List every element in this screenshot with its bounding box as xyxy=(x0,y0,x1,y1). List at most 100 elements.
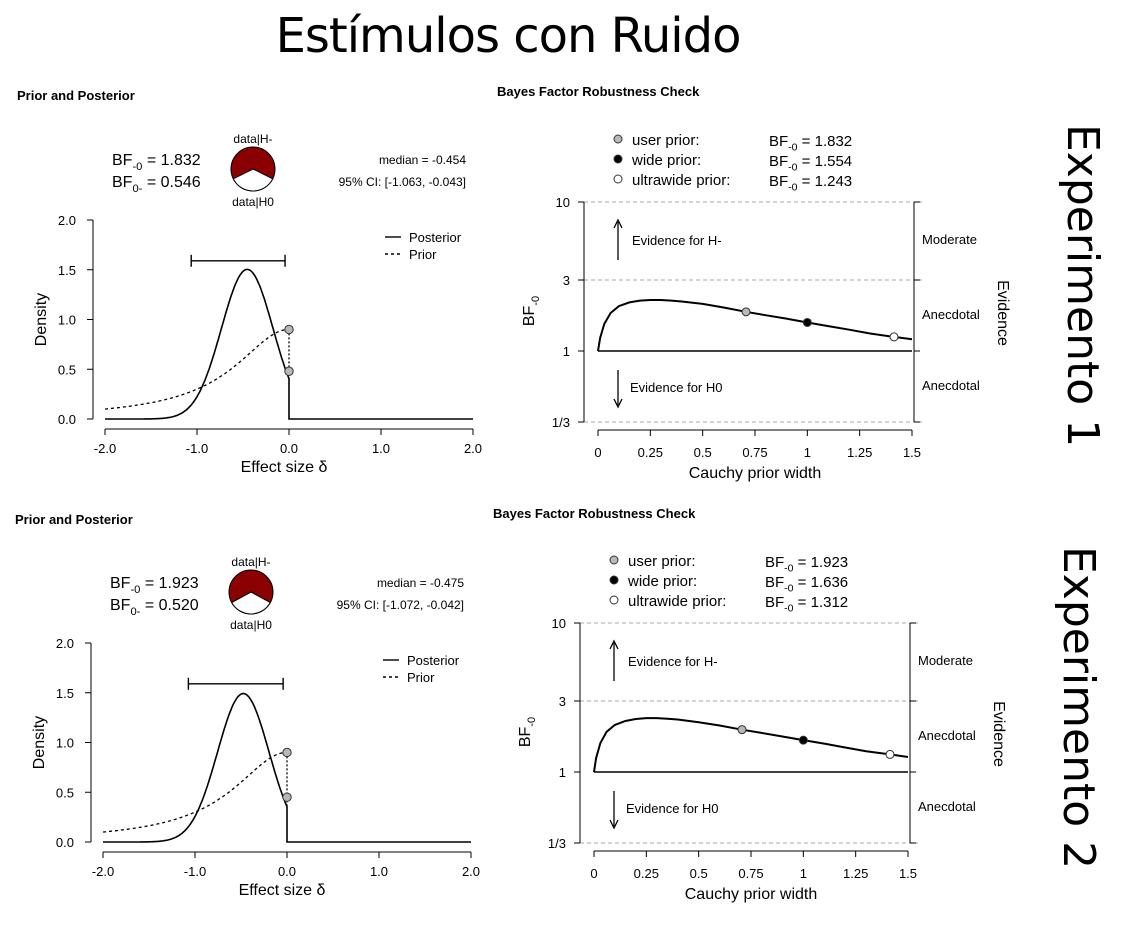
y-tick-label: 3 xyxy=(559,694,566,709)
legend-prior-name: user prior: xyxy=(632,132,700,149)
x-tick-label: 2.0 xyxy=(462,864,480,879)
x-tick-label: 0.0 xyxy=(280,441,298,456)
x-axis-label: Effect size δ xyxy=(239,882,326,899)
legend-prior-dot-1-1 xyxy=(613,154,623,164)
legend-prior-dot-2-0 xyxy=(609,555,619,565)
x-tick-label: -1.0 xyxy=(184,864,206,879)
x-axis-label: Cauchy prior width xyxy=(685,886,818,903)
legend-prior-bf: BF-0 = 1.243 xyxy=(769,173,852,194)
y-tick-label: 1.0 xyxy=(56,736,74,751)
x-tick-label: 0.5 xyxy=(690,866,708,881)
pie-bottom-label: data|H0 xyxy=(230,618,272,632)
legend-posterior-label: Posterior xyxy=(407,653,460,668)
legend-prior-bf: BF-0 = 1.636 xyxy=(765,574,848,595)
posterior-line-2 xyxy=(103,692,471,843)
legend-prior-dot-1-2 xyxy=(613,174,623,184)
evidence-for-h0-label: Evidence for H0 xyxy=(626,801,719,816)
y-tick-label: 1 xyxy=(563,344,570,359)
median-text: median = -0.454 xyxy=(379,153,466,167)
pie-top-label: data|H- xyxy=(231,555,270,569)
legend-prior-dot-2-1 xyxy=(609,575,619,585)
legend-prior-bf: BF-0 = 1.832 xyxy=(769,133,852,154)
y-tick-label: 1.5 xyxy=(56,686,74,701)
legend-prior-dot-2-2 xyxy=(609,595,619,605)
legend-prior-name: wide prior: xyxy=(631,152,701,169)
bf-minus-zero-text: BF-0 = 1.832 xyxy=(112,152,201,173)
bf-curve-2 xyxy=(593,717,909,773)
y-tick-label: 2.0 xyxy=(56,636,74,651)
x-axis-label: Effect size δ xyxy=(241,459,328,476)
robustness-title-1: Bayes Factor Robustness Check xyxy=(497,84,700,99)
x-tick-label: 0 xyxy=(590,866,597,881)
bf-point-2-0 xyxy=(737,725,747,735)
y-tick-label: 0.0 xyxy=(56,835,74,850)
x-tick-label: 0 xyxy=(594,445,601,460)
x-tick-label: 0.25 xyxy=(638,445,663,460)
legend-posterior-label: Posterior xyxy=(409,230,462,245)
robustness-title-2: Bayes Factor Robustness Check xyxy=(493,506,696,521)
prior-posterior-title-2: Prior and Posterior xyxy=(15,512,133,527)
density-point-1-0 xyxy=(284,324,294,335)
page-title: Estímulos con Ruido xyxy=(275,8,742,64)
bf-minus-zero-text: BF-0 = 1.923 xyxy=(110,575,199,596)
evidence-label-moderate: Moderate xyxy=(918,653,973,668)
y-axis-label: Density xyxy=(31,716,48,769)
density-point-2-0 xyxy=(282,747,292,758)
y-tick-label: 0.5 xyxy=(56,785,74,800)
evidence-label-anecdotal-h0: Anecdotal xyxy=(918,799,976,814)
bf-zero-minus-text: BF0- = 0.546 xyxy=(112,174,201,195)
prior-line-1 xyxy=(105,328,289,410)
y-tick-label: 0.5 xyxy=(58,362,76,377)
y-tick-label: 1.5 xyxy=(58,263,76,278)
pie-top-label: data|H- xyxy=(233,132,272,146)
bf-point-1-2 xyxy=(889,332,899,342)
x-tick-label: 0.75 xyxy=(738,866,763,881)
legend-prior-dot-1-0 xyxy=(613,134,623,144)
legend-prior-name: ultrawide prior: xyxy=(632,172,730,189)
density-point-1-1 xyxy=(284,366,294,376)
ci-text: 95% CI: [-1.072, -0.042] xyxy=(337,598,464,612)
x-tick-label: 1.25 xyxy=(847,445,872,460)
y-axis-label: BF-0 xyxy=(517,717,538,747)
bf-point-1-0 xyxy=(741,307,751,317)
legend-prior-name: ultrawide prior: xyxy=(628,593,726,610)
y-tick-label: 1/3 xyxy=(548,836,566,851)
evidence-label-moderate: Moderate xyxy=(922,232,977,247)
x-tick-label: 0.25 xyxy=(634,866,659,881)
pie-h0-slice xyxy=(231,591,271,615)
x-tick-label: 2.0 xyxy=(464,441,482,456)
arrow-down-icon xyxy=(613,398,623,409)
y-tick-label: 1/3 xyxy=(552,415,570,430)
evidence-axis-label: Evidence xyxy=(990,701,1007,767)
legend-prior-label: Prior xyxy=(407,670,435,685)
y-axis-label: BF-0 xyxy=(521,296,542,326)
arrow-up-icon xyxy=(613,218,623,229)
y-tick-label: 0.0 xyxy=(58,412,76,427)
bf-curve-1 xyxy=(597,299,913,352)
evidence-label-anecdotal-h-minus: Anecdotal xyxy=(922,307,980,322)
evidence-for-h0-label: Evidence for H0 xyxy=(630,380,723,395)
prior-line-2 xyxy=(103,751,287,833)
density-point-2-1 xyxy=(282,792,292,802)
y-axis-label: Density xyxy=(33,293,50,346)
y-tick-label: 10 xyxy=(552,616,566,631)
bf-zero-minus-text: BF0- = 0.520 xyxy=(110,597,199,618)
legend-prior-name: user prior: xyxy=(628,553,696,570)
legend-prior-name: wide prior: xyxy=(627,573,697,590)
evidence-for-h-minus-label: Evidence for H- xyxy=(632,233,722,248)
y-tick-label: 1 xyxy=(559,765,566,780)
ci-text: 95% CI: [-1.063, -0.043] xyxy=(339,175,466,189)
x-axis-label: Cauchy prior width xyxy=(689,465,822,482)
legend-prior-bf: BF-0 = 1.312 xyxy=(765,594,848,615)
median-text: median = -0.475 xyxy=(377,576,464,590)
x-tick-label: 1.5 xyxy=(899,866,917,881)
x-tick-label: 1.25 xyxy=(843,866,868,881)
x-tick-label: 1 xyxy=(800,866,807,881)
x-tick-label: 0.75 xyxy=(742,445,767,460)
bf-point-1-1 xyxy=(802,317,812,327)
arrow-down-icon xyxy=(609,819,619,830)
pie-bottom-label: data|H0 xyxy=(232,195,274,209)
x-tick-label: 1.0 xyxy=(370,864,388,879)
x-tick-label: -2.0 xyxy=(94,441,116,456)
evidence-label-anecdotal-h-minus: Anecdotal xyxy=(918,728,976,743)
